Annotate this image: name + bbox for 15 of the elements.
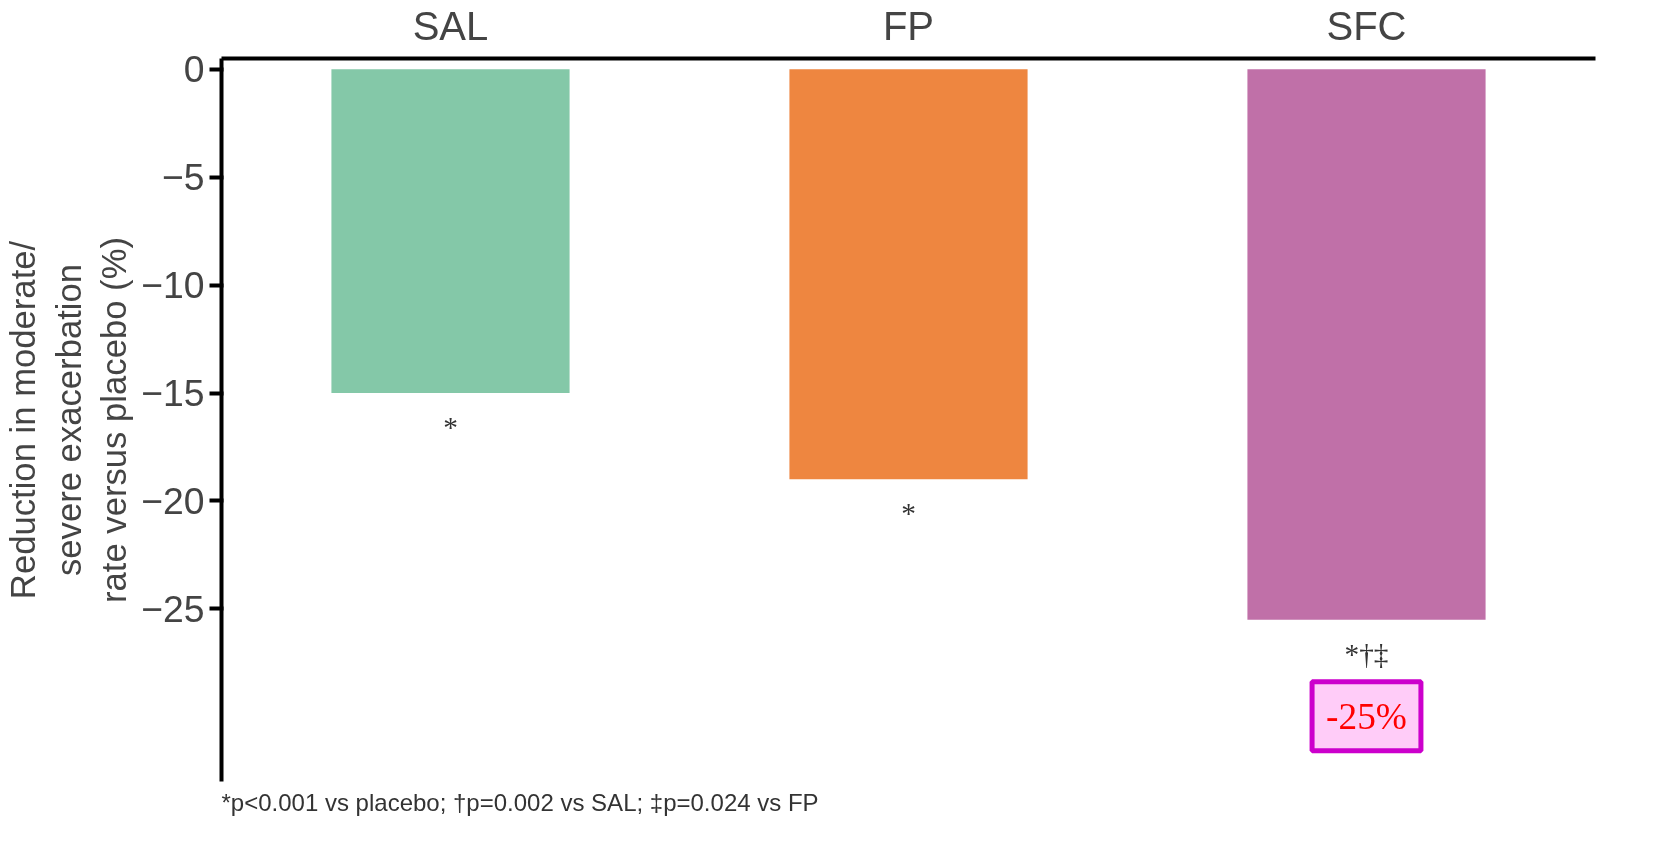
annotation: *†‡ (1344, 637, 1389, 670)
y-tick-label: −25 (141, 587, 205, 630)
y-tick-label: −20 (141, 479, 205, 522)
y-tick-label: 0 (183, 48, 205, 91)
y-tick-label: −5 (161, 156, 205, 199)
annotation: * (901, 497, 916, 530)
x-tick-label: SFC (1326, 3, 1407, 48)
x-tick-label: FP (882, 3, 935, 48)
y-tick-label: −10 (141, 264, 205, 307)
text: *p<0.001 vs placebo; †p=0.002 vs SAL; ‡p=0.024 vs FP (221, 788, 819, 816)
y-axis-title: Reduction in moderate/ severe exacerbation rate versus placebo (%) (3, 237, 134, 603)
annotation: * (443, 411, 458, 444)
annotation: -25% (1326, 695, 1407, 737)
y-tick-label: −15 (141, 372, 205, 415)
x-tick-label: SAL (412, 3, 489, 48)
